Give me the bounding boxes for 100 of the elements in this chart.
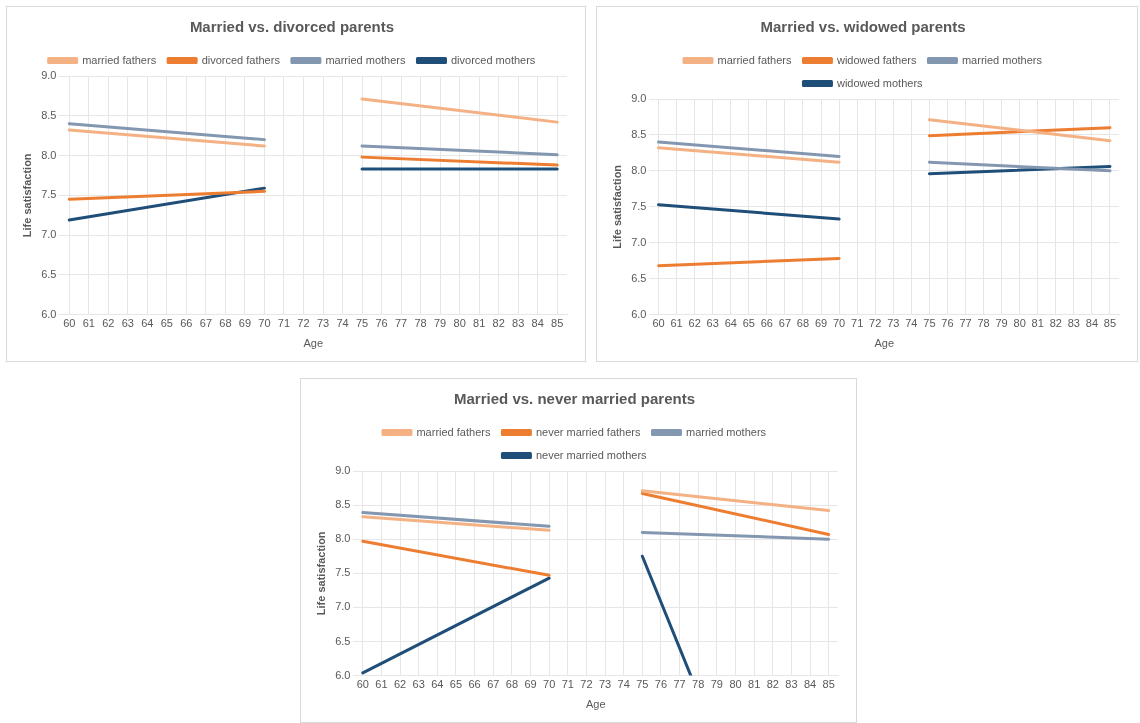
legend-label: never married mothers bbox=[535, 448, 648, 461]
legend-label: married fathers bbox=[717, 53, 792, 66]
x-tick-label: 65 bbox=[742, 317, 755, 330]
x-tick-label: 84 bbox=[803, 678, 817, 691]
x-tick-label: 78 bbox=[977, 317, 990, 330]
y-tick-label: 8.0 bbox=[41, 148, 57, 161]
x-tick-label: 85 bbox=[551, 317, 564, 330]
x-tick-label: 73 bbox=[598, 678, 612, 691]
legend-label: widowed fathers bbox=[835, 53, 917, 66]
y-tick-label: 8.5 bbox=[631, 127, 647, 140]
x-tick-label: 67 bbox=[487, 678, 500, 691]
x-tick-label: 73 bbox=[316, 317, 330, 330]
y-tick-label: 7.5 bbox=[41, 188, 57, 201]
x-tick-label: 80 bbox=[729, 678, 742, 691]
x-tick-label: 78 bbox=[692, 678, 705, 691]
x-tick-label: 77 bbox=[673, 678, 686, 691]
legend-label: married fathers bbox=[416, 425, 491, 438]
x-tick-label: 61 bbox=[82, 317, 95, 330]
x-tick-label: 74 bbox=[336, 317, 349, 330]
legend-label: divorced mothers bbox=[450, 53, 536, 66]
x-tick-label: 84 bbox=[1085, 317, 1099, 330]
x-tick-label: 77 bbox=[394, 317, 408, 330]
x-tick-label: 77 bbox=[959, 317, 972, 330]
x-tick-label: 82 bbox=[1049, 317, 1062, 330]
x-tick-label: 69 bbox=[524, 678, 537, 691]
x-tick-label: 71 bbox=[851, 317, 864, 330]
x-tick-label: 83 bbox=[785, 678, 798, 691]
x-tick-label: 60 bbox=[652, 317, 665, 330]
x-tick-label: 74 bbox=[905, 317, 918, 330]
x-tick-label: 70 bbox=[258, 317, 271, 330]
legend-label: married mothers bbox=[685, 425, 767, 438]
y-tick-label: 7.0 bbox=[41, 228, 57, 241]
y-tick-label: 6.0 bbox=[41, 307, 57, 320]
x-tick-label: 66 bbox=[760, 317, 773, 330]
y-tick-label: 7.5 bbox=[631, 199, 647, 212]
x-tick-label: 85 bbox=[1103, 317, 1117, 330]
x-tick-label: 61 bbox=[375, 678, 388, 691]
x-tick-label: 70 bbox=[543, 678, 556, 691]
x-tick-label: 72 bbox=[869, 317, 882, 330]
x-tick-label: 81 bbox=[473, 317, 486, 330]
x-tick-label: 64 bbox=[431, 678, 444, 691]
x-tick-label: 79 bbox=[710, 678, 723, 691]
x-tick-label: 69 bbox=[814, 317, 828, 330]
x-axis-title: Age bbox=[585, 698, 606, 711]
y-tick-label: 6.5 bbox=[41, 267, 57, 280]
chart-title: Married vs. divorced parents bbox=[189, 18, 395, 36]
x-tick-label: 62 bbox=[393, 678, 407, 691]
y-tick-label: 6.0 bbox=[335, 668, 351, 681]
x-tick-label: 79 bbox=[995, 317, 1008, 330]
x-tick-label: 62 bbox=[688, 317, 701, 330]
x-tick-label: 64 bbox=[724, 317, 737, 330]
x-tick-label: 68 bbox=[219, 317, 232, 330]
x-tick-label: 63 bbox=[121, 317, 134, 330]
x-tick-label: 74 bbox=[617, 678, 630, 691]
x-axis-title: Age bbox=[874, 337, 895, 350]
x-tick-label: 76 bbox=[654, 678, 668, 691]
x-tick-label: 60 bbox=[63, 317, 76, 330]
x-tick-label: 60 bbox=[356, 678, 369, 691]
x-tick-label: 69 bbox=[238, 317, 252, 330]
x-tick-label: 72 bbox=[297, 317, 310, 330]
x-tick-label: 73 bbox=[887, 317, 900, 330]
x-tick-label: 80 bbox=[453, 317, 466, 330]
x-tick-label: 63 bbox=[706, 317, 719, 330]
chart-title: Married vs. widowed parents bbox=[760, 18, 966, 36]
x-tick-label: 81 bbox=[748, 678, 761, 691]
y-axis-title: Life satisfaction bbox=[610, 164, 623, 249]
x-tick-label: 78 bbox=[414, 317, 427, 330]
x-tick-label: 71 bbox=[277, 317, 291, 330]
x-tick-label: 84 bbox=[531, 317, 544, 330]
y-tick-label: 6.5 bbox=[335, 634, 351, 647]
y-tick-label: 8.0 bbox=[631, 163, 647, 176]
legend-label: widowed mothers bbox=[835, 76, 924, 89]
x-tick-label: 62 bbox=[102, 317, 115, 330]
y-tick-label: 6.0 bbox=[631, 307, 647, 320]
x-tick-label: 68 bbox=[505, 678, 519, 691]
x-tick-label: 82 bbox=[492, 317, 505, 330]
x-tick-label: 80 bbox=[1013, 317, 1026, 330]
x-tick-label: 85 bbox=[822, 678, 835, 691]
x-tick-label: 61 bbox=[670, 317, 683, 330]
x-tick-label: 75 bbox=[636, 678, 649, 691]
x-tick-label: 83 bbox=[512, 317, 525, 330]
x-axis-title: Age bbox=[303, 337, 324, 350]
x-tick-label: 79 bbox=[434, 317, 447, 330]
x-tick-label: 72 bbox=[580, 678, 593, 691]
y-tick-label: 8.5 bbox=[41, 108, 57, 121]
x-tick-label: 66 bbox=[468, 678, 481, 691]
x-tick-label: 67 bbox=[199, 317, 213, 330]
x-tick-label: 76 bbox=[375, 317, 388, 330]
y-tick-label: 7.0 bbox=[631, 235, 647, 248]
legend-label: never married fathers bbox=[535, 425, 641, 438]
x-tick-label: 75 bbox=[923, 317, 936, 330]
x-tick-label: 71 bbox=[561, 678, 574, 691]
x-tick-label: 63 bbox=[412, 678, 425, 691]
x-tick-label: 67 bbox=[778, 317, 792, 330]
x-tick-label: 64 bbox=[141, 317, 154, 330]
legend-label: married fathers bbox=[82, 53, 157, 66]
y-axis-title: Life satisfaction bbox=[314, 531, 327, 616]
y-tick-label: 6.5 bbox=[631, 271, 647, 284]
x-tick-label: 75 bbox=[355, 317, 369, 330]
legend-label: married mothers bbox=[961, 53, 1043, 66]
